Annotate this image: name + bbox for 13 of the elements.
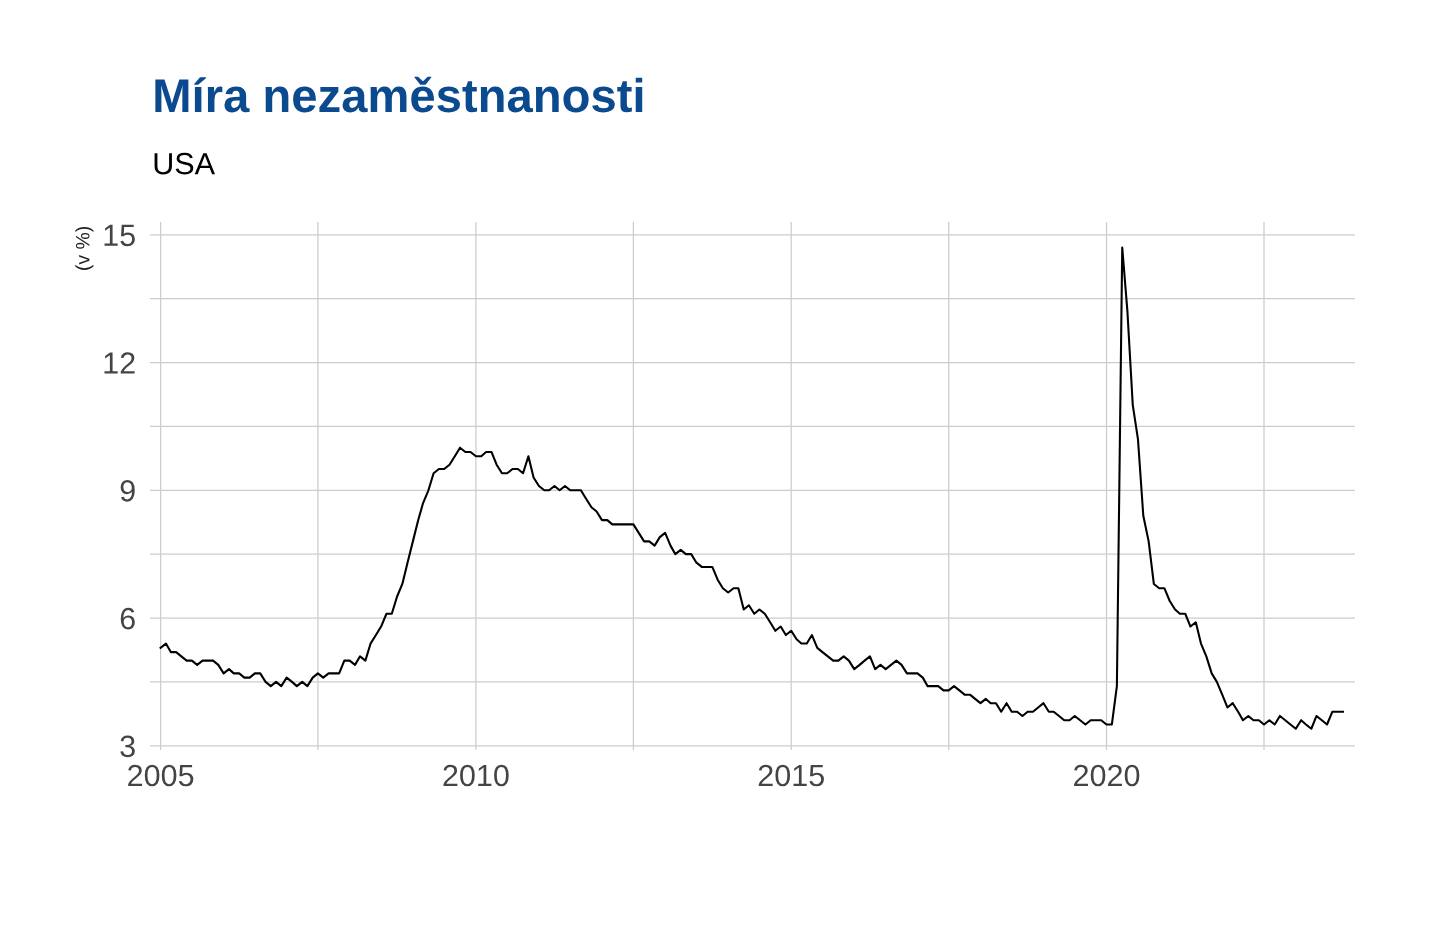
chart-title: Míra nezaměstnanosti xyxy=(155,76,643,113)
y-tick-label: 15 xyxy=(104,224,135,247)
y-axis-title: (v %) xyxy=(75,226,94,270)
y-tick-label: 9 xyxy=(120,480,135,502)
x-tick-label: 2015 xyxy=(758,764,824,787)
chart-subtitle: USA xyxy=(154,152,215,175)
y-tick-label: 3 xyxy=(120,735,135,758)
line-series xyxy=(159,246,1344,730)
y-tick-label: 6 xyxy=(120,607,135,630)
x-tick-label: 2010 xyxy=(443,764,509,787)
x-tick-label: 2005 xyxy=(128,764,194,787)
y-tick-label: 12 xyxy=(104,352,135,374)
x-tick-label: 2020 xyxy=(1074,764,1140,787)
